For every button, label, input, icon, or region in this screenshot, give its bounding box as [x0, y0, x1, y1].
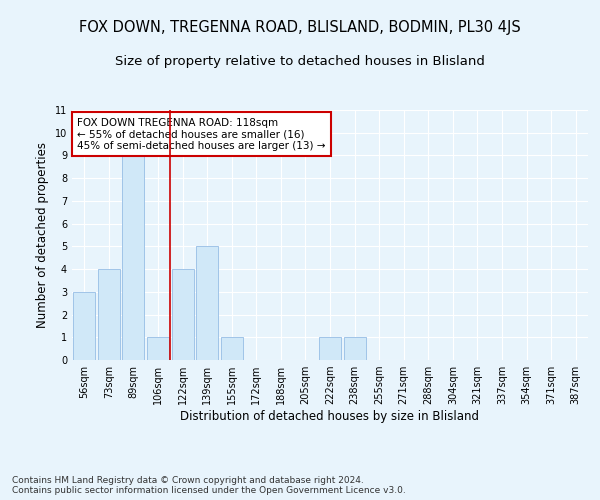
Bar	[344, 338, 365, 360]
X-axis label: Distribution of detached houses by size in Blisland: Distribution of detached houses by size …	[181, 410, 479, 423]
Bar	[147, 338, 169, 360]
Text: Size of property relative to detached houses in Blisland: Size of property relative to detached ho…	[115, 55, 485, 68]
Bar	[196, 246, 218, 360]
Y-axis label: Number of detached properties: Number of detached properties	[37, 142, 49, 328]
Bar	[122, 156, 145, 360]
Bar	[319, 338, 341, 360]
Text: FOX DOWN, TREGENNA ROAD, BLISLAND, BODMIN, PL30 4JS: FOX DOWN, TREGENNA ROAD, BLISLAND, BODMI…	[79, 20, 521, 35]
Bar	[221, 338, 243, 360]
Bar	[172, 269, 194, 360]
Text: FOX DOWN TREGENNA ROAD: 118sqm
← 55% of detached houses are smaller (16)
45% of : FOX DOWN TREGENNA ROAD: 118sqm ← 55% of …	[77, 118, 326, 150]
Bar	[98, 269, 120, 360]
Text: Contains HM Land Registry data © Crown copyright and database right 2024.
Contai: Contains HM Land Registry data © Crown c…	[12, 476, 406, 495]
Bar	[73, 292, 95, 360]
